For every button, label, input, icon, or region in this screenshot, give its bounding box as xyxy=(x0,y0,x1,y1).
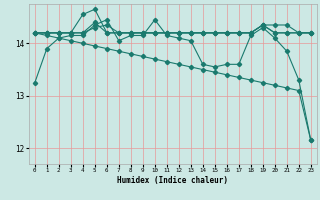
X-axis label: Humidex (Indice chaleur): Humidex (Indice chaleur) xyxy=(117,176,228,185)
